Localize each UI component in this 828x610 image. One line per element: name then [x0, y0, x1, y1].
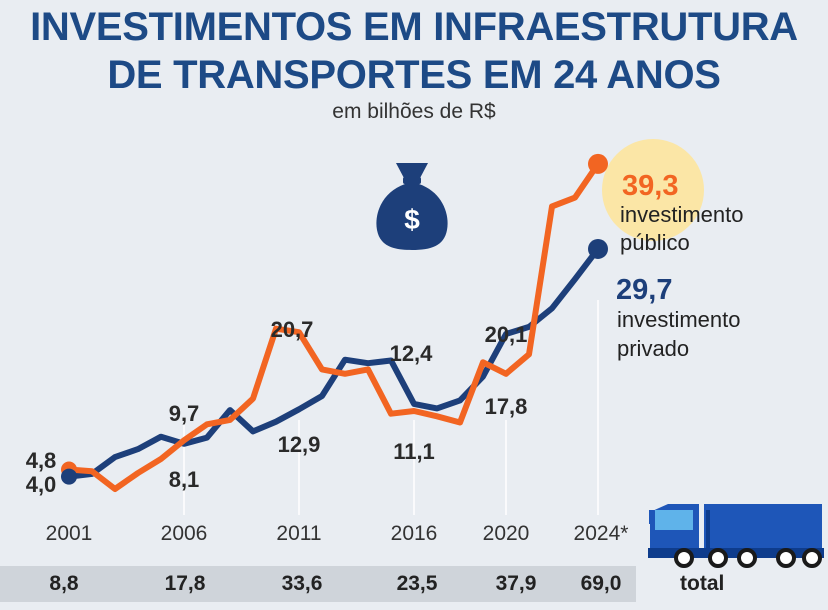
truck-icon [648, 504, 824, 568]
data-label-2001-privado: 4,0 [26, 472, 57, 497]
money-bag-icon: $ [376, 163, 448, 250]
total-value-2016: 23,5 [396, 572, 438, 595]
total-label: total [680, 572, 725, 595]
data-label-2015-privado: 12,4 [390, 341, 434, 366]
totals-band [0, 566, 636, 602]
end-label-publico-line1: investimento [620, 202, 744, 227]
highlight-circle [602, 139, 704, 241]
end-label-publico-line2: público [620, 230, 690, 255]
end-label-privado-line2: privado [617, 336, 689, 361]
chart-title-line1: INVESTIMENTOS EM INFRAESTRUTURA [30, 5, 798, 49]
x-tick-label-2001: 2001 [46, 522, 93, 545]
svg-text:$: $ [404, 204, 420, 235]
total-value-2011: 33,6 [281, 572, 323, 595]
series-line-publico [66, 160, 601, 492]
series-line-privado [66, 245, 601, 480]
start-marker-privado [61, 468, 77, 485]
end-marker-privado [588, 238, 608, 259]
chart-title-line2: DE TRANSPORTES EM 24 ANOS [107, 53, 721, 97]
end-value-privado: 29,7 [616, 274, 672, 306]
end-marker-publico [588, 153, 608, 174]
data-label-2006-publico: 9,7 [169, 401, 200, 426]
x-tick-label-2006: 2006 [161, 522, 208, 545]
total-value-2001: 8,8 [49, 572, 79, 595]
data-label-2010-publico: 20,7 [271, 317, 314, 342]
data-label-2006-privado: 8,1 [169, 467, 200, 492]
total-value-2020: 37,9 [495, 572, 537, 595]
data-label-2020-privado: 20,1 [485, 322, 528, 347]
data-label-2001-publico: 4,8 [26, 448, 57, 473]
x-tick-label-2020: 2020 [483, 522, 530, 545]
x-tick-label-2011: 2011 [276, 522, 321, 545]
end-value-publico: 39,3 [622, 170, 678, 202]
total-value-2024: 69,0 [580, 572, 622, 595]
data-label-2016-publico: 11,1 [393, 439, 435, 464]
data-label-2011-privado: 12,9 [278, 432, 321, 457]
x-tick-label-2024: 2024* [574, 522, 629, 545]
end-label-privado-line1: investimento [617, 307, 741, 332]
x-tick-label-2016: 2016 [391, 522, 438, 545]
total-value-2006: 17,8 [164, 572, 206, 595]
data-label-2020-publico: 17,8 [485, 394, 528, 419]
chart-subtitle: em bilhões de R$ [332, 100, 496, 123]
